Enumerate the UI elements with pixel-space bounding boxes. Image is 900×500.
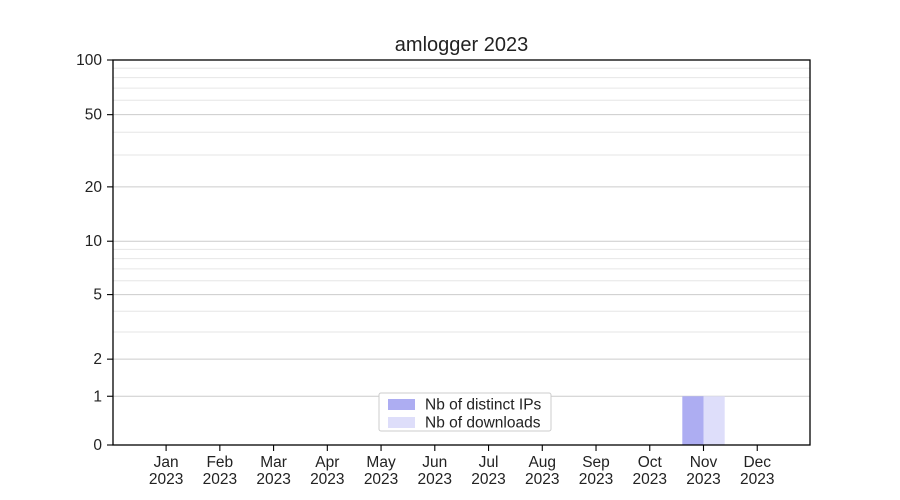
svg-text:Feb: Feb	[206, 454, 233, 471]
svg-text:2023: 2023	[471, 471, 505, 488]
svg-text:0: 0	[93, 437, 102, 454]
svg-text:Nb of distinct IPs: Nb of distinct IPs	[425, 397, 542, 414]
svg-text:20: 20	[85, 179, 103, 196]
svg-text:Apr: Apr	[315, 454, 339, 471]
svg-text:50: 50	[85, 107, 103, 124]
svg-text:2023: 2023	[686, 471, 720, 488]
svg-text:Nov: Nov	[690, 454, 718, 471]
svg-text:2023: 2023	[203, 471, 237, 488]
svg-text:Sep: Sep	[582, 454, 610, 471]
svg-text:2023: 2023	[525, 471, 559, 488]
svg-text:Jan: Jan	[154, 454, 179, 471]
svg-text:2: 2	[93, 351, 102, 368]
svg-text:2023: 2023	[633, 471, 667, 488]
svg-text:May: May	[366, 454, 396, 471]
svg-text:Jul: Jul	[479, 454, 499, 471]
svg-text:2023: 2023	[364, 471, 398, 488]
svg-text:2023: 2023	[256, 471, 290, 488]
svg-text:100: 100	[76, 52, 102, 69]
svg-text:2023: 2023	[579, 471, 613, 488]
svg-text:Dec: Dec	[743, 454, 771, 471]
svg-text:Aug: Aug	[528, 454, 556, 471]
svg-text:10: 10	[85, 233, 103, 250]
svg-text:5: 5	[93, 287, 102, 304]
svg-text:1: 1	[93, 388, 102, 405]
svg-text:2023: 2023	[310, 471, 344, 488]
svg-text:Mar: Mar	[260, 454, 287, 471]
svg-text:Jun: Jun	[422, 454, 447, 471]
svg-text:Nb of downloads: Nb of downloads	[425, 415, 541, 432]
svg-text:2023: 2023	[740, 471, 774, 488]
svg-text:2023: 2023	[149, 471, 183, 488]
svg-text:2023: 2023	[418, 471, 452, 488]
svg-text:Oct: Oct	[638, 454, 663, 471]
svg-text:amlogger 2023: amlogger 2023	[395, 34, 528, 56]
